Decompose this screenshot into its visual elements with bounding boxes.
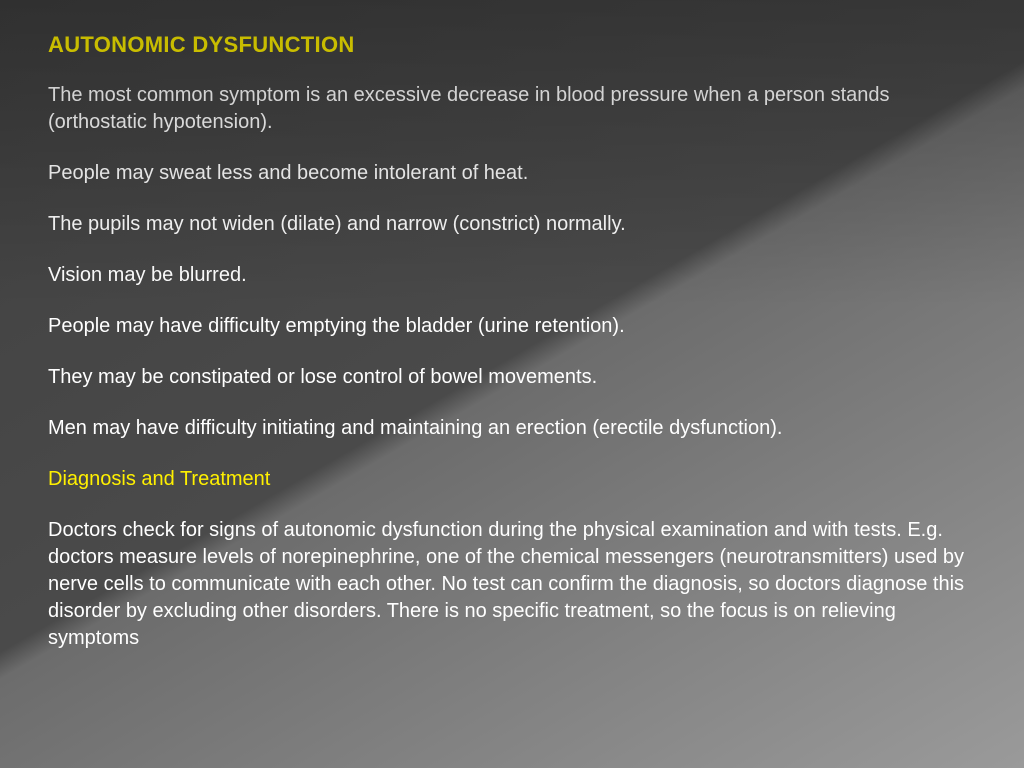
paragraph-4: Vision may be blurred. [48,262,968,289]
paragraph-3: The pupils may not widen (dilate) and na… [48,211,968,238]
paragraph-7: Men may have difficulty initiating and m… [48,415,968,442]
subheading-diagnosis: Diagnosis and Treatment [48,466,976,493]
paragraph-5: People may have difficulty emptying the … [48,313,968,340]
slide-title: AUTONOMIC DYSFUNCTION [48,32,976,58]
slide-container: AUTONOMIC DYSFUNCTION The most common sy… [0,0,1024,768]
paragraph-diagnosis: Doctors check for signs of autonomic dys… [48,517,968,652]
paragraph-6: They may be constipated or lose control … [48,364,968,391]
paragraph-2: People may sweat less and become intoler… [48,160,968,187]
paragraph-1: The most common symptom is an excessive … [48,82,968,136]
